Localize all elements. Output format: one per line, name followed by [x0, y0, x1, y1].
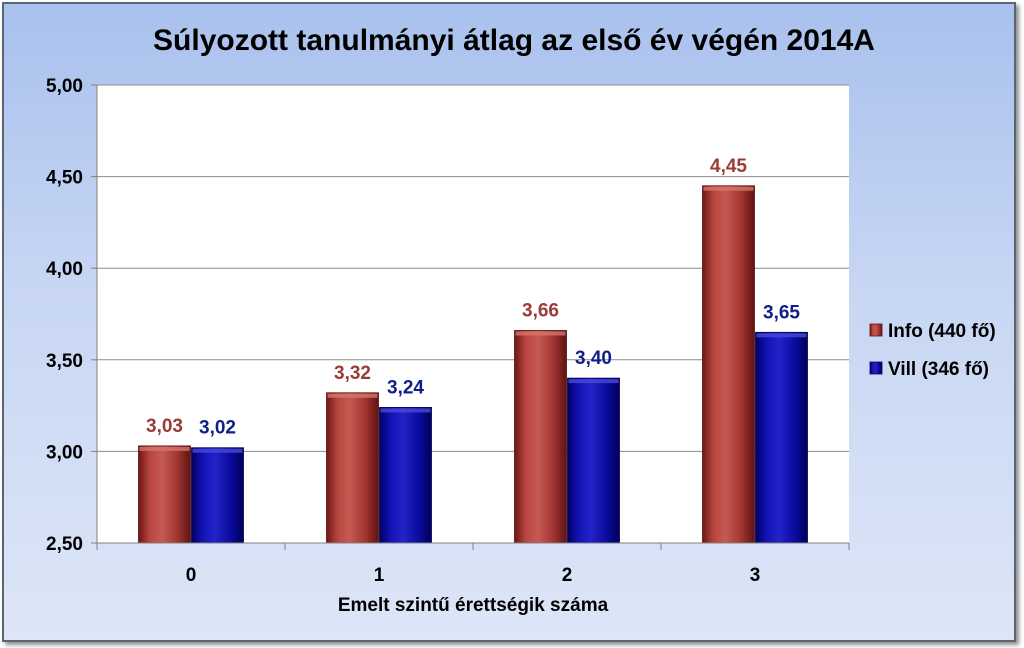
y-tick-label: 2,50: [46, 534, 83, 555]
bar-top-bevel: [192, 448, 243, 453]
legend-label-vill: Vill (346 fő): [888, 359, 989, 380]
bar-top-bevel: [703, 186, 754, 191]
bar-vill: [379, 407, 432, 544]
data-labels: 3,03 3,02 3,32 3,24 3,66 3,40 4,45 3,65: [146, 156, 800, 439]
bar-info: [326, 392, 379, 544]
bar-top-bevel: [756, 333, 807, 338]
bar-info: [702, 185, 755, 544]
legend: Info (440 fő) Vill (346 fő): [869, 321, 996, 380]
legend-label-info: Info (440 fő): [888, 321, 996, 342]
data-label: 3,66: [522, 300, 559, 321]
bar-top-bevel: [327, 393, 378, 398]
data-label: 3,65: [763, 302, 800, 323]
y-tick-label: 3,50: [46, 351, 83, 372]
x-axis-tick-labels: 0 1 2 3: [96, 543, 850, 586]
bar-top-bevel: [515, 331, 566, 336]
bar-vill: [567, 377, 620, 544]
bar-info: [514, 330, 567, 544]
bar-top-bevel: [380, 408, 431, 413]
data-label: 3,32: [334, 363, 371, 384]
bar-top-bevel: [568, 379, 619, 384]
data-label: 3,02: [199, 418, 236, 439]
x-axis-title: Emelt szintű érettségik száma: [338, 595, 609, 616]
data-label: 3,24: [387, 377, 424, 398]
bar-vill: [191, 447, 244, 544]
legend-swatch-info: [869, 323, 883, 337]
x-tick-label: 3: [750, 565, 761, 586]
bars: [138, 185, 808, 544]
y-tick-label: 4,50: [46, 168, 83, 189]
y-tick-label: 3,00: [46, 442, 83, 463]
bar-vill: [755, 331, 808, 544]
bar-info: [138, 445, 191, 544]
bar-top-bevel: [139, 446, 190, 451]
data-label: 4,45: [710, 156, 747, 177]
x-tick-label: 0: [186, 565, 197, 586]
x-tick-label: 2: [562, 565, 573, 586]
data-label: 3,03: [146, 416, 183, 437]
legend-swatch-vill: [869, 361, 883, 375]
y-axis-tick-labels: 2,50 3,00 3,50 4,00 4,50 5,00: [46, 76, 97, 555]
y-tick-label: 5,00: [46, 76, 83, 97]
chart-title: Súlyozott tanulmányi átlag az első év vé…: [153, 24, 875, 57]
x-tick-label: 1: [374, 565, 385, 586]
data-label: 3,40: [575, 348, 612, 369]
y-tick-label: 4,00: [46, 259, 83, 280]
